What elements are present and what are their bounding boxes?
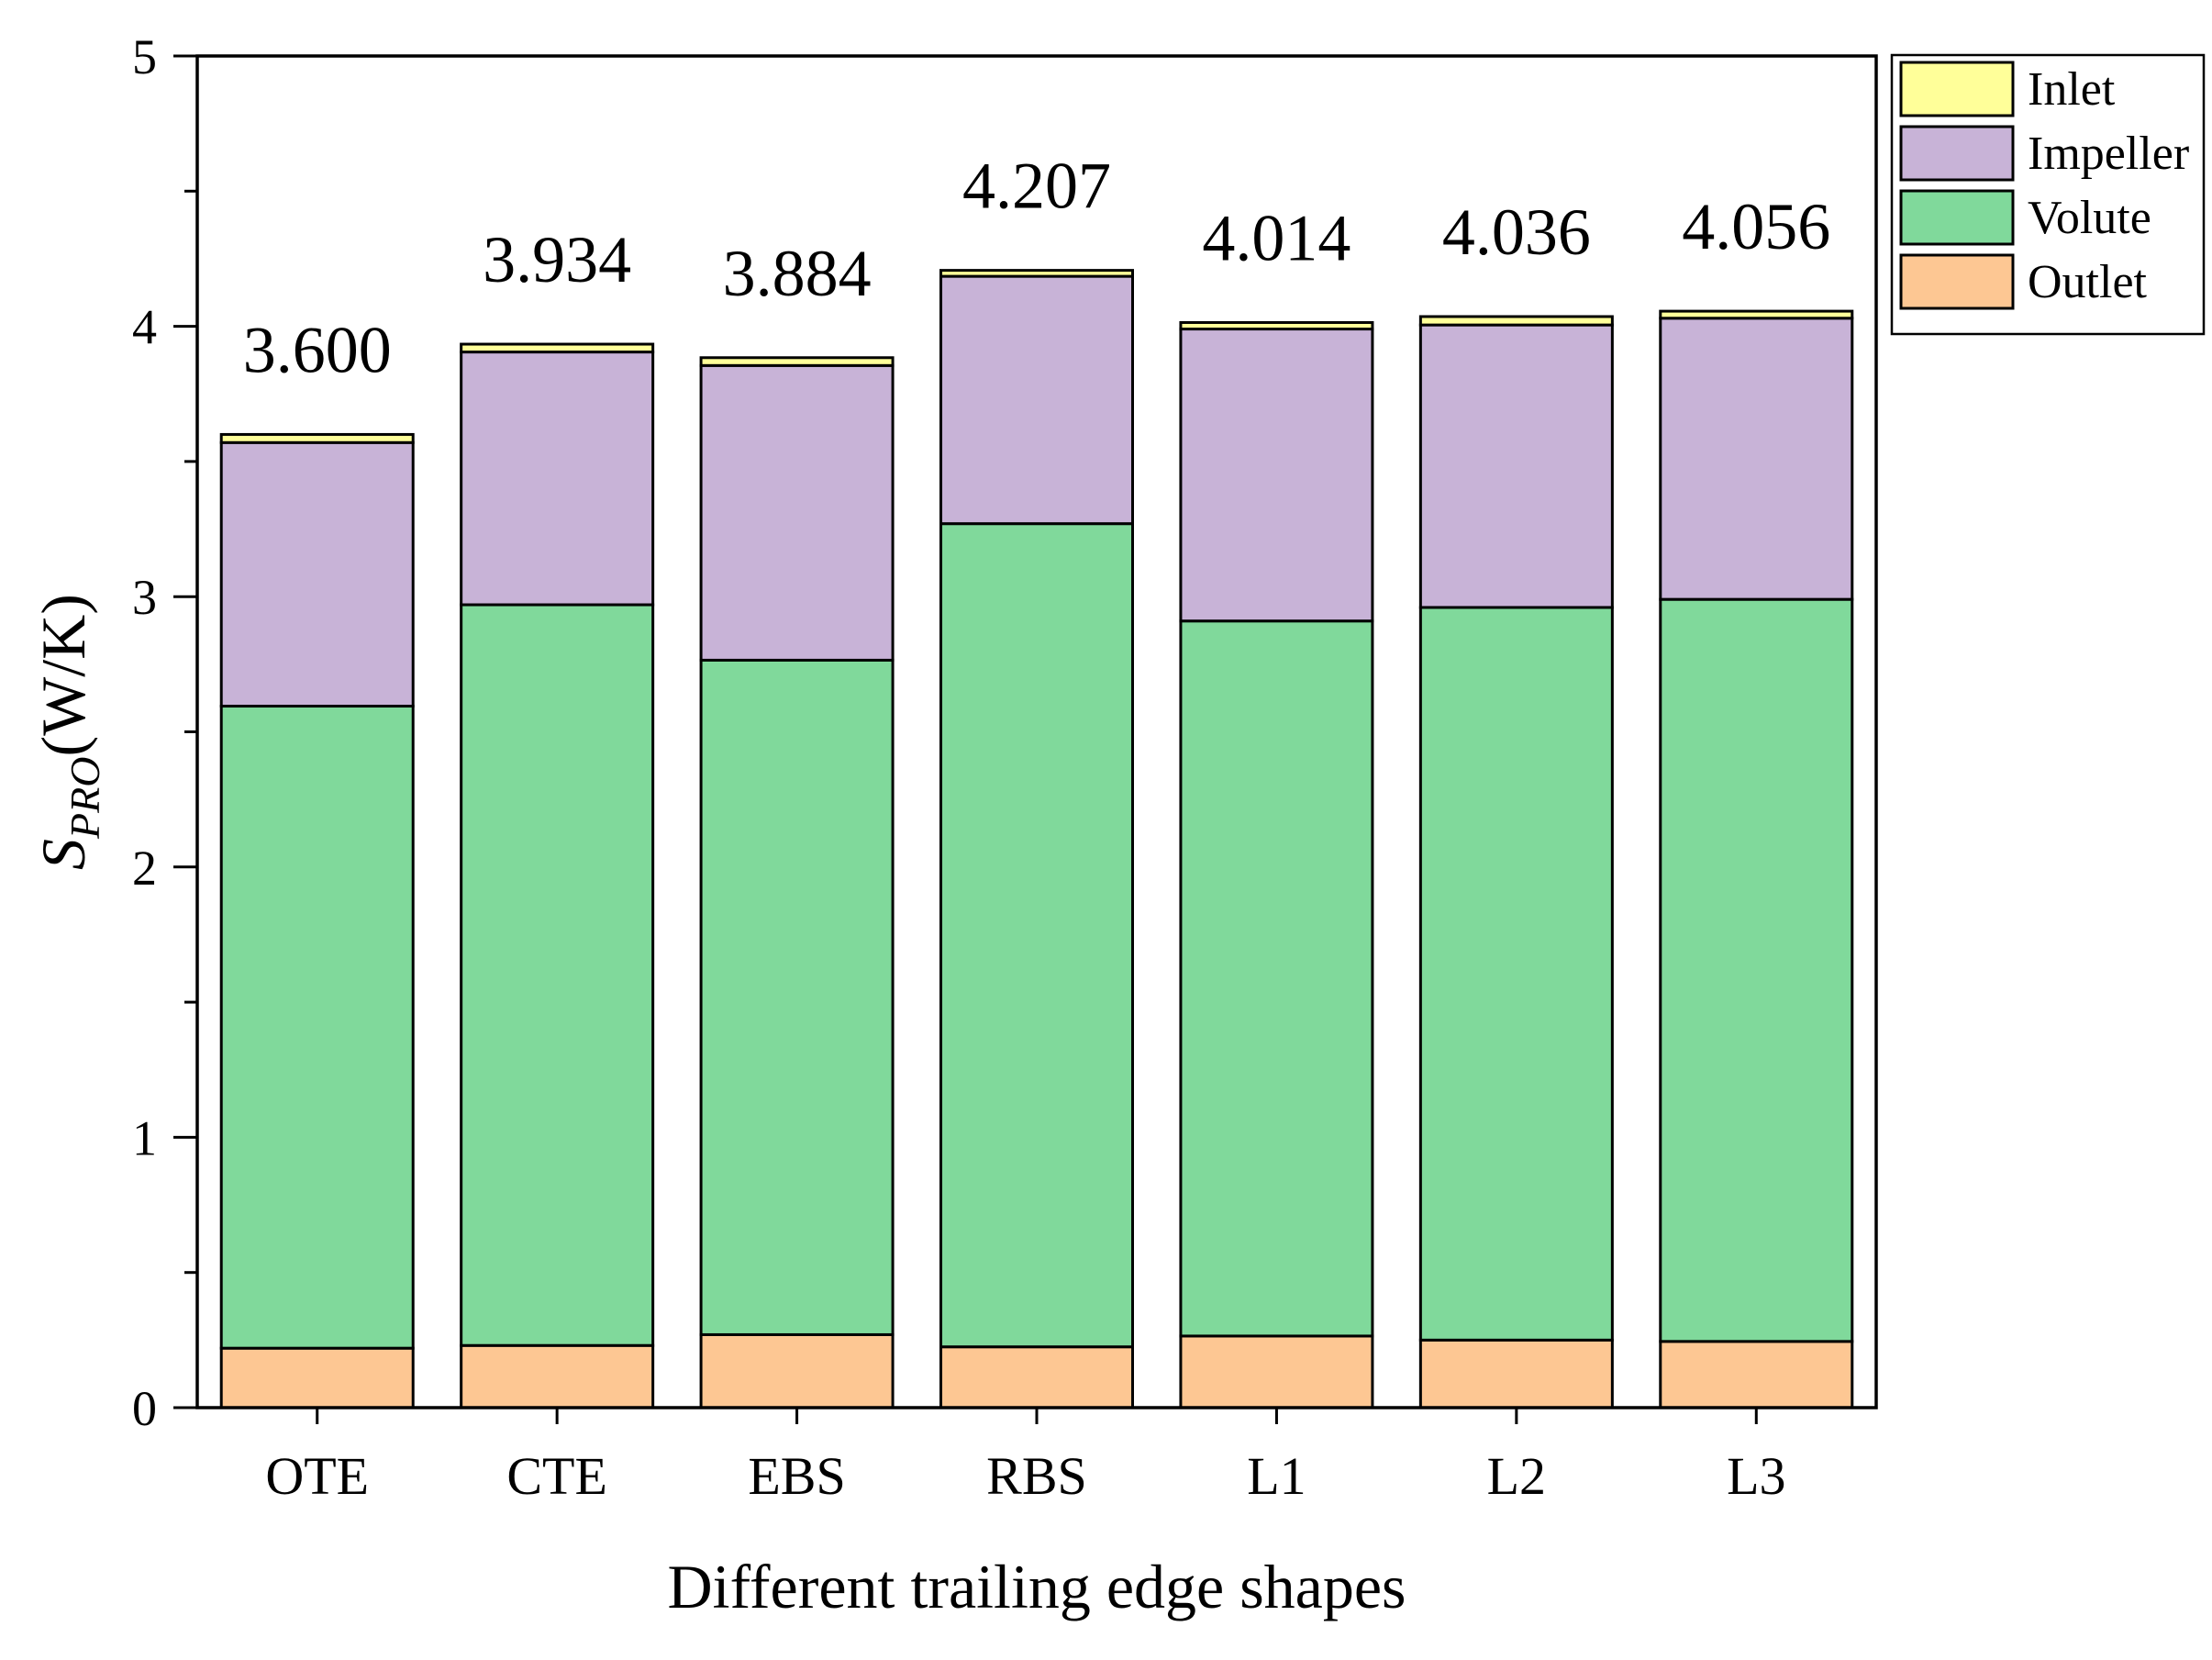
bar-segment-outlet-rbs[interactable] [939,1345,1134,1409]
bar-segment-outlet-cte[interactable] [460,1343,655,1409]
y-tick-label-4: 4 [132,300,157,355]
bar-segment-inlet-ote[interactable] [219,432,415,444]
total-label-ebs: 3.884 [723,237,872,310]
bars-layer [219,269,1854,1409]
legend-swatch-volute[interactable] [1899,189,2015,246]
bar-segment-impeller-ebs[interactable] [699,363,895,662]
bar-segment-volute-l2[interactable] [1418,606,1614,1342]
labels-layer: 3.600 OTE 3.934 CTE 3.884 EBS 4.207 RBS 4.014 L1 4… [28,29,1830,1621]
y-tick-label-5: 5 [132,29,157,84]
bar-segment-volute-ote[interactable] [219,705,415,1350]
bar-segment-impeller-ote[interactable] [219,440,415,708]
bar-segment-outlet-l3[interactable] [1659,1340,1854,1409]
total-label-l3: 4.056 [1682,190,1830,263]
legend-label-volute: Volute [2028,192,2151,244]
x-tick-label-l3: L3 [1727,1446,1785,1506]
bar-segment-inlet-l2[interactable] [1418,315,1614,327]
bar-segment-inlet-rbs[interactable] [939,269,1134,278]
bar-segment-impeller-l2[interactable] [1418,323,1614,609]
y-axis-title-symbol: S [28,839,98,870]
legend: Inlet Impeller Volute Outlet [1890,53,2206,336]
total-label-cte: 3.934 [483,223,631,296]
x-tick-label-l2: L2 [1487,1446,1546,1506]
total-label-l2: 4.036 [1442,195,1591,269]
x-tick-label-ote: OTE [265,1446,369,1506]
bar-segment-inlet-l1[interactable] [1179,320,1374,331]
x-tick-label-ebs: EBS [748,1446,845,1506]
legend-swatch-outlet[interactable] [1899,253,2015,310]
bar-segment-volute-l3[interactable] [1659,597,1854,1343]
legend-label-impeller: Impeller [2028,128,2189,180]
y-tick-label-1: 1 [132,1110,157,1165]
bar-segment-impeller-rbs[interactable] [939,274,1134,526]
bar-segment-inlet-cte[interactable] [460,342,655,354]
total-label-ote: 3.600 [243,313,392,386]
legend-label-inlet: Inlet [2028,63,2116,116]
y-tick-label-2: 2 [132,841,157,896]
total-label-rbs: 4.207 [962,150,1111,223]
axes-layer [173,54,1878,1424]
bar-segment-volute-l1[interactable] [1179,619,1374,1338]
bar-segment-volute-rbs[interactable] [939,522,1134,1349]
x-tick-label-rbs: RBS [986,1446,1087,1506]
x-axis-title: Different trailing edge shapes [667,1552,1406,1621]
x-tick-label-l1: L1 [1247,1446,1306,1506]
y-tick-label-0: 0 [132,1381,157,1436]
bar-segment-impeller-cte[interactable] [460,351,655,607]
legend-swatch-impeller[interactable] [1899,125,2015,182]
bar-segment-volute-cte[interactable] [460,603,655,1347]
x-tick-label-cte: CTE [506,1446,607,1506]
bar-segment-inlet-ebs[interactable] [699,356,895,367]
y-axis-title-unit: (W/K) [28,594,98,756]
bar-segment-volute-ebs[interactable] [699,658,895,1336]
bar-segment-impeller-l3[interactable] [1659,317,1854,601]
bar-segment-impeller-l1[interactable] [1179,328,1374,623]
y-axis-title-subscript: PRO [61,757,108,840]
bar-segment-inlet-l3[interactable] [1659,309,1854,320]
legend-swatch-inlet[interactable] [1899,61,2015,117]
bar-segment-outlet-l2[interactable] [1418,1338,1614,1409]
bar-segment-outlet-l1[interactable] [1179,1334,1374,1409]
y-tick-label-3: 3 [132,570,157,625]
legend-label-outlet: Outlet [2028,256,2148,308]
bar-segment-outlet-ebs[interactable] [699,1332,895,1409]
total-label-l1: 4.014 [1202,201,1351,274]
bar-segment-outlet-ote[interactable] [219,1346,415,1409]
y-axis-title: SPRO(W/K) [28,594,108,870]
